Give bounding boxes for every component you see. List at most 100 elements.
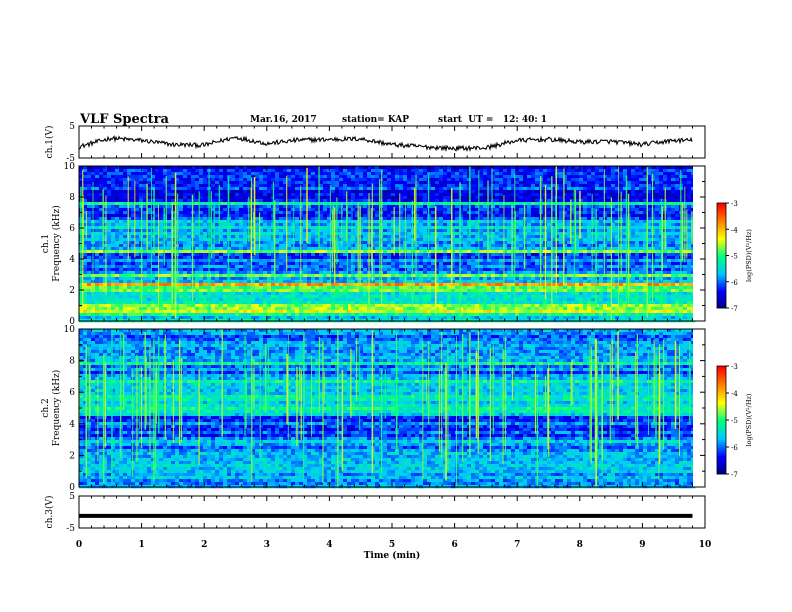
spectrogram-cell (391, 175, 396, 179)
spectrogram-cell (435, 196, 440, 200)
spectrogram-cell (103, 307, 108, 311)
spectrogram-cell (451, 199, 456, 203)
spectrogram-cell (363, 295, 368, 299)
spectrogram-cell (235, 187, 240, 191)
spectrogram-cell (339, 229, 344, 233)
spectrogram-cell (99, 274, 104, 278)
spectrogram-cell (267, 271, 272, 275)
spectrogram-cell (219, 265, 224, 269)
spectrogram-cell (187, 175, 192, 179)
spectrogram-cell (343, 262, 348, 266)
spectrogram-cell (283, 241, 288, 245)
spectrogram-cell (231, 166, 236, 170)
spectrogram-cell (459, 223, 464, 227)
spectrogram-cell (423, 286, 428, 290)
spectrogram-cell (407, 250, 412, 254)
spectrogram-cell (283, 277, 288, 281)
spectrogram-cell (347, 217, 352, 221)
spectrogram-cell (155, 187, 160, 191)
spectrogram-cell (123, 247, 128, 251)
spectrogram-cell (407, 256, 412, 260)
spectrogram-cell (99, 211, 104, 215)
spectrogram-cell (167, 265, 172, 269)
spectrogram-cell (359, 265, 364, 269)
spectrogram-cell (415, 172, 420, 176)
spectrogram-cell (103, 286, 108, 290)
spectrogram-cell (311, 262, 316, 266)
spectrogram-cell (99, 262, 104, 266)
spectrogram-cell (259, 190, 264, 194)
spectrogram-cell (395, 166, 400, 170)
spectrogram-cell (431, 229, 436, 233)
spectrogram-cell (183, 241, 188, 245)
spectrogram-cell (407, 190, 412, 194)
spectrogram-cell (251, 178, 256, 182)
spectrogram-cell (223, 178, 228, 182)
spectrogram-cell (339, 283, 344, 287)
spectrogram-cell (107, 172, 112, 176)
spectrogram-cell (255, 223, 260, 227)
spectrogram-cell (171, 169, 176, 173)
spectrogram-cell (203, 229, 208, 233)
spectrogram-cell (271, 175, 276, 179)
spectrogram-cell (295, 178, 300, 182)
spectrogram-cell (219, 295, 224, 299)
spectrogram-cell (439, 283, 444, 287)
spectrogram-cell (131, 202, 136, 206)
spectrogram-cell (395, 208, 400, 212)
spectrogram-cell (215, 196, 220, 200)
spectrogram-cell (299, 235, 304, 239)
spectrogram-cell (255, 262, 260, 266)
spectrogram-cell (239, 283, 244, 287)
spectrogram-cell (171, 283, 176, 287)
spectrogram-cell (443, 235, 448, 239)
spectrogram-cell (383, 316, 388, 320)
spectrogram-cell (387, 190, 392, 194)
spectrogram-cell (171, 310, 176, 314)
spectrogram-cell (323, 166, 328, 170)
spectrogram-cell (411, 307, 416, 311)
spectrogram-cell (387, 241, 392, 245)
spectrogram-cell (259, 262, 264, 266)
spectrogram-cell (371, 280, 376, 284)
spectrogram-cell (87, 196, 92, 200)
spectrogram-cell (327, 262, 332, 266)
spectrogram-cell (363, 265, 368, 269)
spectrogram-cell (415, 202, 420, 206)
spectrogram-cell (427, 268, 432, 272)
spectrogram-cell (191, 247, 196, 251)
spectrogram-cell (415, 301, 420, 305)
spectrogram-cell (271, 274, 276, 278)
spectrogram-cell (239, 226, 244, 230)
spectrogram-cell (271, 301, 276, 305)
spectrogram-cell (215, 202, 220, 206)
spectrogram-cell (339, 205, 344, 209)
spectrogram-cell (383, 187, 388, 191)
spectrogram-cell (271, 307, 276, 311)
spectrogram-cell (311, 193, 316, 197)
spectrogram-cell (123, 280, 128, 284)
spectrogram-cell (319, 226, 324, 230)
spectrogram-cell (231, 277, 236, 281)
spectrogram-cell (167, 274, 172, 278)
spectrogram-cell (127, 217, 132, 221)
spectrogram-cell (383, 280, 388, 284)
y-tick-label: 5 (69, 122, 75, 132)
spectrogram-cell (203, 211, 208, 215)
spectrogram-cell (311, 268, 316, 272)
spectrogram-cell (387, 217, 392, 221)
spectrogram-cell (455, 232, 460, 236)
spectrogram-cell (83, 307, 88, 311)
spectrogram-cell (223, 166, 228, 170)
spectrogram-cell (303, 205, 308, 209)
spectrogram-cell (399, 238, 404, 242)
spectrogram-cell (247, 262, 252, 266)
spectrogram-cell (367, 187, 372, 191)
spectrogram-cell (271, 286, 276, 290)
spectrogram-cell (283, 286, 288, 290)
spectrogram-cell (327, 313, 332, 317)
spectrogram-cell (303, 316, 308, 320)
spectrogram-cell (159, 223, 164, 227)
spectrogram-cell (83, 202, 88, 206)
spectrogram-cell (403, 178, 408, 182)
